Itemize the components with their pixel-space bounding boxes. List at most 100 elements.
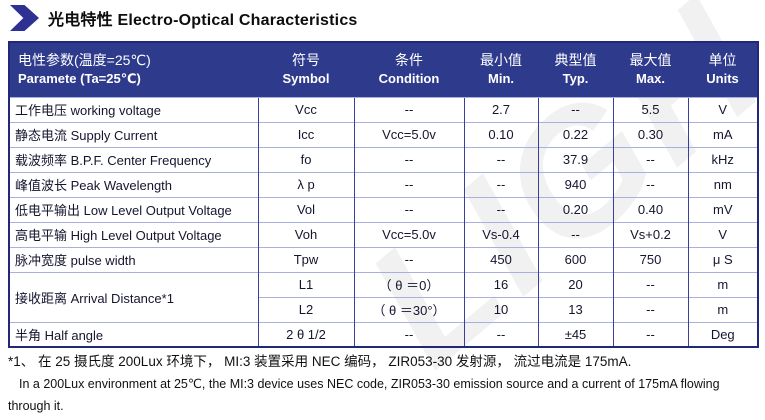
- header-cell: 最大值 Max.: [613, 42, 688, 97]
- table-cell: 高电平输 High Level Output Voltage: [8, 221, 258, 247]
- table-cell: 13: [537, 296, 613, 322]
- table-cell: --: [463, 196, 538, 222]
- footnote-line-en-1: In a 200Lux environment at 25℃, the MI:3…: [19, 377, 720, 391]
- table-cell: nm: [687, 171, 758, 197]
- header-parameter-en: Paramete (Ta=25℃): [18, 71, 141, 87]
- table-cell: 2.7: [463, 96, 538, 122]
- table-cell: 静态电流 Supply Current: [8, 121, 258, 147]
- table-cell: 10: [463, 296, 538, 322]
- table-cell: Vol: [257, 196, 354, 222]
- table-cell: Icc: [257, 121, 354, 147]
- table-cell: 低电平输出 Low Level Output Voltage: [8, 196, 258, 222]
- table-cell: V: [687, 221, 758, 247]
- footnote-line-zh: *1、 在 25 摄氏度 200Lux 环境下， MI:3 装置采用 NEC 编…: [8, 354, 632, 369]
- table-cell: --: [612, 321, 688, 347]
- electro-optical-characteristics-table: 电性参数(温度=25℃) Paramete (Ta=25℃) 符号 Symbol 条…: [8, 41, 759, 348]
- header-parameter-zh: 电性参数(温度=25℃): [18, 52, 151, 69]
- table-row: 载波频率 B.P.F. Center Frequency fo -- -- 37.9 --…: [8, 146, 758, 172]
- table-cell: --: [612, 296, 688, 322]
- table-cell: μ S: [687, 246, 758, 272]
- table-cell: --: [353, 321, 464, 347]
- table-cell: --: [537, 96, 613, 122]
- table-cell: kHz: [687, 146, 758, 172]
- table-cell: 0.10: [463, 121, 538, 147]
- table-cell: --: [537, 221, 613, 247]
- table-cell: fo: [257, 146, 354, 172]
- table-cell: 脉冲宽度 pulse width: [8, 246, 258, 272]
- header-cell: 最小值 Min.: [464, 42, 538, 97]
- table-cell: Vcc=5.0v: [353, 221, 464, 247]
- header-label-zh: 单位: [708, 52, 737, 69]
- header-label-zh: 条件: [395, 52, 423, 69]
- table-cell: 半角 Half angle: [8, 321, 258, 347]
- table-cell: 接收距离 Arrival Distance*1: [8, 271, 258, 322]
- table-cell: ±45: [537, 321, 613, 347]
- table-cell: --: [612, 171, 688, 197]
- table-cell: 载波频率 B.P.F. Center Frequency: [8, 146, 258, 172]
- header-cell: 条件 Condition: [354, 42, 464, 97]
- table-cell: Deg: [687, 321, 758, 347]
- table-cell: Vs-0.4: [463, 221, 538, 247]
- table-row: 脉冲宽度 pulse width Tpw -- 450 600 750 μ S: [8, 246, 758, 272]
- table-cell: --: [463, 321, 538, 347]
- table-cell: 0.30: [612, 121, 688, 147]
- header-label-en: Units: [706, 71, 739, 87]
- table-row: 高电平输 High Level Output Voltage Voh Vcc=5.0…: [8, 221, 758, 247]
- header-label-en: Symbol: [282, 71, 330, 87]
- section-title-text: 光电特性 Electro-Optical Characteristics: [48, 12, 358, 29]
- table-cell: 600: [537, 246, 613, 272]
- table-cell: Tpw: [257, 246, 354, 272]
- header-label-en: Min.: [488, 71, 514, 87]
- chevron-right-icon: [10, 5, 39, 31]
- table-cell: --: [463, 146, 538, 172]
- table-cell: 工作电压 working voltage: [8, 96, 258, 122]
- table-cell: （ θ ＝0）: [353, 271, 464, 297]
- table-cell: --: [612, 146, 688, 172]
- table-row: L2 （ θ ＝30°） 10 13 -- m: [9, 296, 758, 322]
- table-cell: L2: [257, 296, 354, 322]
- footnote-line-en-2: through it.: [8, 399, 64, 413]
- header-label-en: Condition: [378, 71, 440, 87]
- table-cell: --: [463, 171, 538, 197]
- table-cell: 16: [463, 271, 538, 297]
- table-cell: --: [353, 171, 464, 197]
- table-header-row: 电性参数(温度=25℃) Paramete (Ta=25℃) 符号 Symbol 条…: [9, 42, 758, 97]
- table-cell: 37.9: [537, 146, 613, 172]
- header-cell: 符号 Symbol: [258, 42, 354, 97]
- table-cell: 0.40: [612, 196, 688, 222]
- table-cell: V: [687, 96, 758, 122]
- header-cell-parameter: 电性参数(温度=25℃) Paramete (Ta=25℃): [9, 42, 258, 97]
- table-cell: Vcc: [257, 96, 354, 122]
- header-cell: 单位 Units: [688, 42, 758, 97]
- section-title: 光电特性 Electro-Optical Characteristics: [10, 5, 358, 31]
- table-cell: mV: [687, 196, 758, 222]
- table-cell: 2 θ 1/2: [257, 321, 354, 347]
- table-row: 半角 Half angle 2 θ 1/2 -- -- ±45 -- Deg: [8, 321, 758, 347]
- footnote: *1、 在 25 摄氏度 200Lux 环境下， MI:3 装置采用 NEC 编…: [8, 351, 760, 417]
- table-cell: λ p: [257, 171, 354, 197]
- table-cell: Vcc=5.0v: [353, 121, 464, 147]
- header-label-zh: 最大值: [629, 52, 672, 69]
- table-cell: Vs+0.2: [612, 221, 688, 247]
- table-cell: 450: [463, 246, 538, 272]
- table-cell: --: [353, 196, 464, 222]
- header-cell: 典型值 Typ.: [538, 42, 613, 97]
- header-label-en: Typ.: [562, 71, 589, 87]
- table-row: 工作电压 working voltage Vcc -- 2.7 -- 5.5 V: [8, 96, 758, 122]
- table-cell: 5.5: [612, 96, 688, 122]
- table-cell: --: [353, 96, 464, 122]
- table-cell: 20: [537, 271, 613, 297]
- table-row: 接收距离 Arrival Distance*1 L1 （ θ ＝0） 16 20 -- m: [8, 271, 758, 322]
- header-label-zh: 符号: [292, 52, 320, 69]
- table-cell: 0.20: [537, 196, 613, 222]
- table-cell: 0.22: [537, 121, 613, 147]
- table-cell: --: [353, 246, 464, 272]
- header-label-en: Max.: [636, 71, 665, 87]
- table-cell: 峰值波长 Peak Wavelength: [8, 171, 258, 197]
- table-row: 静态电流 Supply Current Icc Vcc=5.0v 0.10 0.22 0.…: [8, 121, 758, 147]
- table-cell: Voh: [257, 221, 354, 247]
- table-row: 峰值波长 Peak Wavelength λ p -- -- 940 -- nm: [8, 171, 758, 197]
- table-cell: （ θ ＝30°）: [353, 296, 464, 322]
- table-cell: 750: [612, 246, 688, 272]
